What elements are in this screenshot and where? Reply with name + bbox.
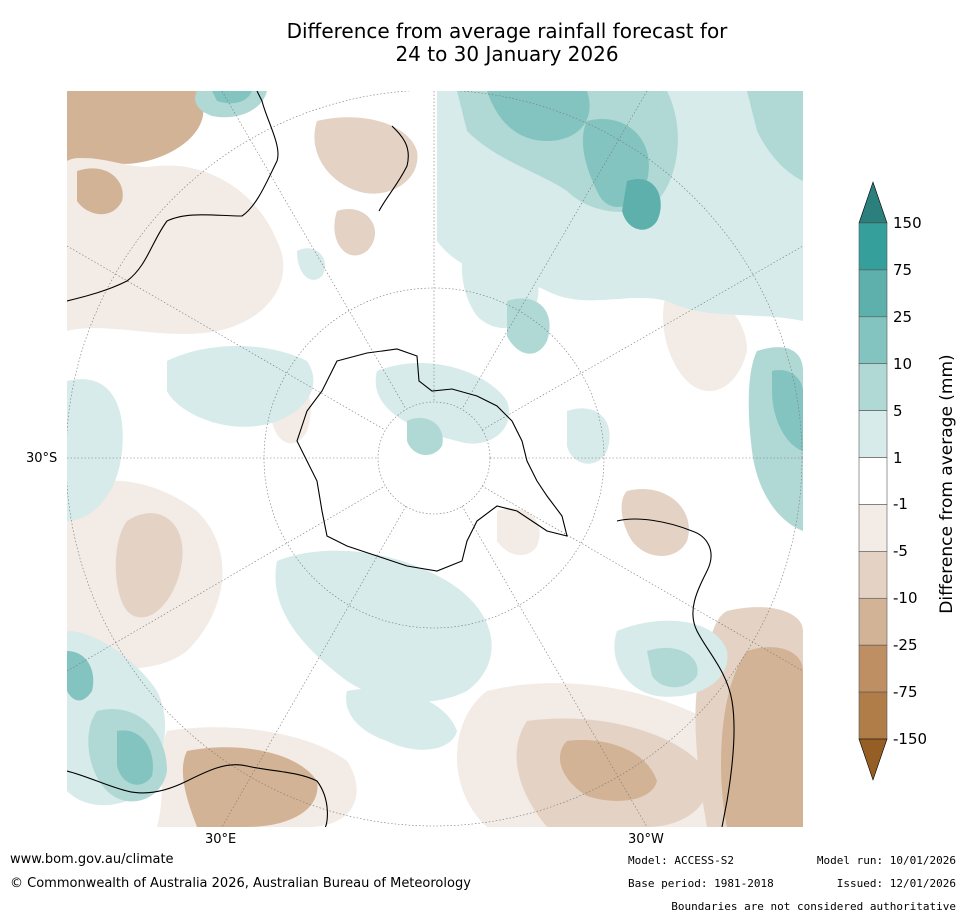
lat-label-30s: 30°S xyxy=(26,451,58,466)
colorbar-segment xyxy=(858,551,888,599)
colorbar xyxy=(858,181,888,781)
colorbar-tick-label: 5 xyxy=(893,401,903,420)
colorbar-tick-label: -5 xyxy=(893,542,908,561)
rainfall-map xyxy=(67,91,803,827)
colorbar-tick-label: 150 xyxy=(893,214,922,232)
colorbar-tick-label: -1 xyxy=(893,495,908,514)
colorbar-extend-max xyxy=(858,181,888,224)
chart-title: Difference from average rainfall forecas… xyxy=(67,20,947,66)
footer-issued: Issued: 12/01/2026 xyxy=(836,877,956,890)
colorbar-tick-label: 25 xyxy=(893,307,913,326)
colorbar-extend-min xyxy=(858,738,888,781)
colorbar-segment xyxy=(858,316,888,365)
south-america-coast xyxy=(616,518,735,827)
lon-label-30e: 30°E xyxy=(205,832,237,847)
colorbar-segment xyxy=(858,269,888,318)
colorbar-segment xyxy=(858,363,888,411)
footer-base-period: Base period: 1981-2018 xyxy=(628,877,774,890)
colorbar-tick-label: 1 xyxy=(893,448,903,467)
colorbar-segment xyxy=(858,644,888,693)
colorbar-tick-label: 75 xyxy=(893,260,913,279)
colorbar-tick-label: -10 xyxy=(893,589,918,608)
new-zealand-coast xyxy=(378,125,409,212)
antarctica-coast xyxy=(296,348,568,572)
map-panel[interactable] xyxy=(67,91,803,827)
wetter-anomaly-regions xyxy=(67,91,803,806)
colorbar-segment xyxy=(858,457,888,505)
footer-model-run: Model run: 10/01/2026 xyxy=(816,854,956,867)
coastlines xyxy=(67,91,735,827)
title-line-2: 24 to 30 January 2026 xyxy=(395,42,619,66)
colorbar-tick-label: -75 xyxy=(893,683,918,702)
drier-anomaly-regions xyxy=(67,91,803,827)
lon-label-30w: 30°W xyxy=(628,832,664,847)
colorbar-title: Difference from average (mm) xyxy=(937,354,957,614)
colorbar-segment xyxy=(858,410,888,458)
colorbar-segment xyxy=(858,222,888,271)
africa-coast xyxy=(67,764,328,827)
colorbar-tick-label: -150 xyxy=(893,730,928,748)
footer-disclaimer: Boundaries are not considered authoritat… xyxy=(671,900,956,913)
colorbar-segment xyxy=(858,597,888,646)
footer-copyright: © Commonwealth of Australia 2026, Austra… xyxy=(10,876,471,891)
footer-model: Model: ACCESS-S2 xyxy=(628,854,734,867)
colorbar-segment xyxy=(858,504,888,552)
title-line-1: Difference from average rainfall forecas… xyxy=(286,19,728,43)
footer-url[interactable]: www.bom.gov.au/climate xyxy=(10,852,174,867)
colorbar-segments xyxy=(858,181,888,781)
graticule xyxy=(67,91,803,827)
colorbar-tick-label: 10 xyxy=(893,354,913,373)
colorbar-segment xyxy=(858,691,888,740)
australia-coast xyxy=(67,91,279,302)
colorbar-tick-label: -25 xyxy=(893,636,918,655)
